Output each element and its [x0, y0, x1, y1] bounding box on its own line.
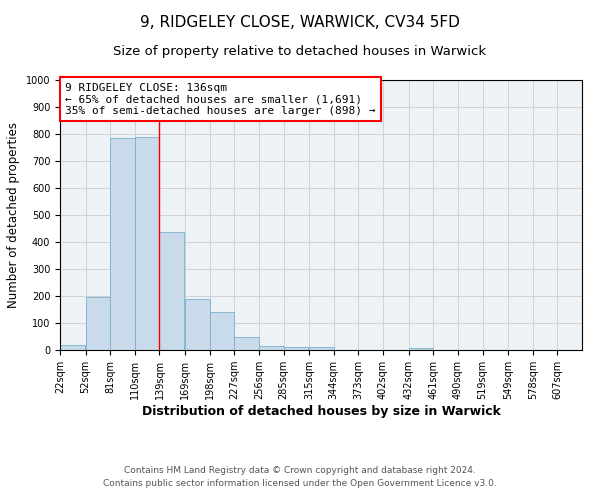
- Bar: [86, 298, 110, 350]
- Text: Contains HM Land Registry data © Crown copyright and database right 2024.
Contai: Contains HM Land Registry data © Crown c…: [103, 466, 497, 487]
- Bar: [259, 346, 284, 350]
- Bar: [209, 312, 234, 350]
- Bar: [60, 345, 85, 350]
- Bar: [284, 347, 308, 350]
- Text: Size of property relative to detached houses in Warwick: Size of property relative to detached ho…: [113, 45, 487, 58]
- Bar: [309, 348, 334, 350]
- X-axis label: Distribution of detached houses by size in Warwick: Distribution of detached houses by size …: [142, 405, 500, 418]
- Bar: [409, 348, 433, 350]
- Bar: [110, 138, 135, 350]
- Bar: [234, 337, 259, 350]
- Text: 9, RIDGELEY CLOSE, WARWICK, CV34 5FD: 9, RIDGELEY CLOSE, WARWICK, CV34 5FD: [140, 15, 460, 30]
- Bar: [135, 136, 160, 350]
- Bar: [185, 298, 209, 350]
- Y-axis label: Number of detached properties: Number of detached properties: [7, 122, 20, 308]
- Bar: [160, 232, 184, 350]
- Text: 9 RIDGELEY CLOSE: 136sqm
← 65% of detached houses are smaller (1,691)
35% of sem: 9 RIDGELEY CLOSE: 136sqm ← 65% of detach…: [65, 82, 376, 116]
